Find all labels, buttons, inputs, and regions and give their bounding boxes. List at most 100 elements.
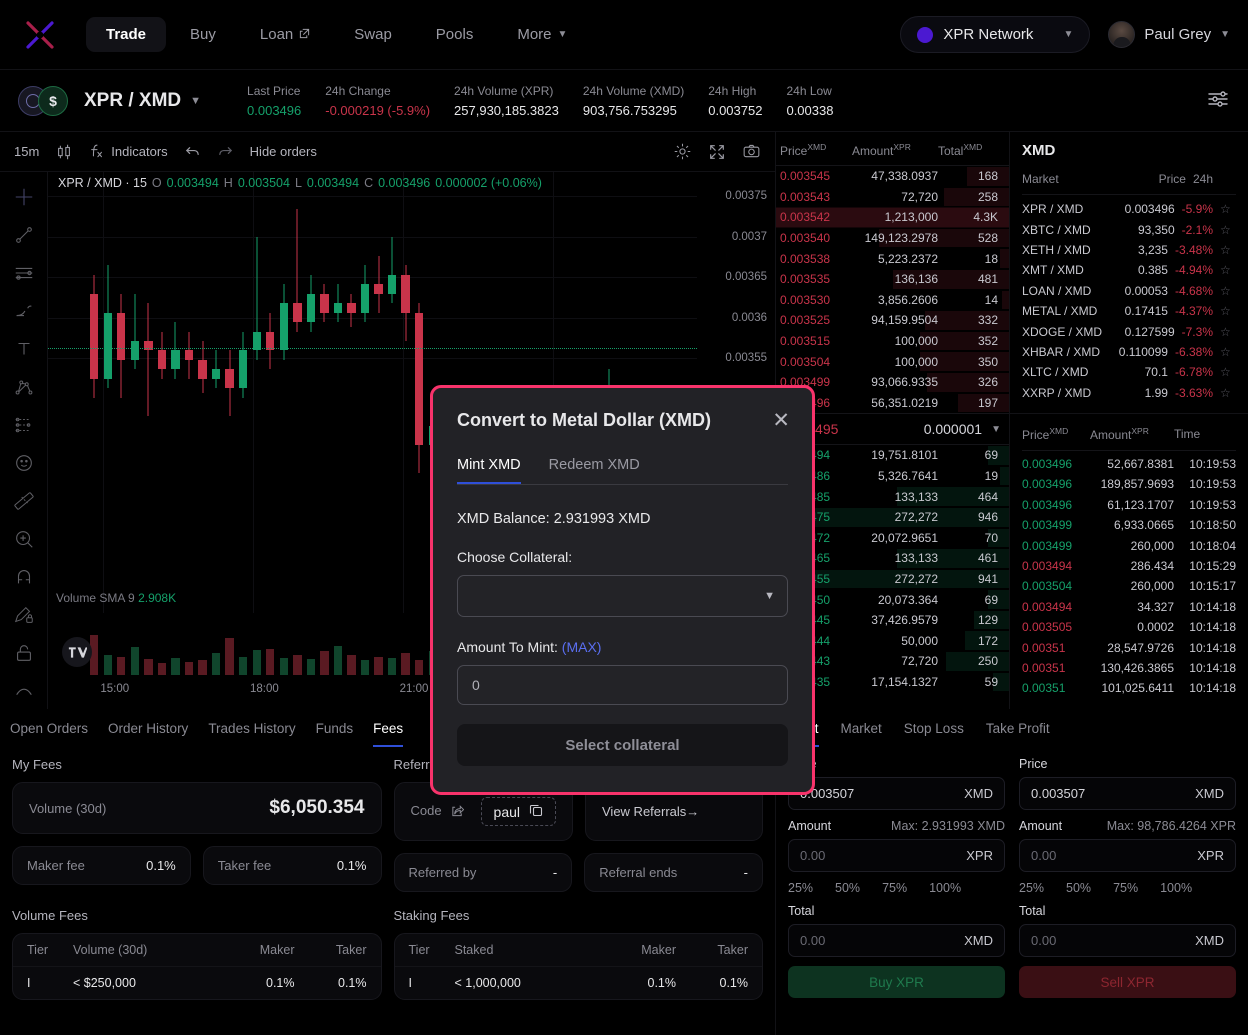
bottom-tab-fees[interactable]: Fees <box>373 721 404 747</box>
indicators-button[interactable]: Indicators <box>89 142 168 162</box>
sell-percent-50[interactable]: 50% <box>1066 881 1092 895</box>
trendline-icon[interactable] <box>7 218 41 252</box>
star-icon[interactable]: ☆ <box>1220 263 1231 278</box>
order-book-row[interactable]: 0.003542 1,213,000 4.3K <box>776 207 1009 228</box>
star-icon[interactable]: ☆ <box>1220 344 1231 359</box>
tab-mint-xmd[interactable]: Mint XMD <box>457 457 521 484</box>
star-icon[interactable]: ☆ <box>1220 242 1231 257</box>
share-icon[interactable] <box>451 804 465 820</box>
user-menu[interactable]: Paul Grey ▼ <box>1108 21 1230 48</box>
nav-link-buy[interactable]: Buy <box>170 17 236 52</box>
order-book-row[interactable]: 0.003538 5,223.2372 18 <box>776 248 1009 269</box>
bottom-tab-order-history[interactable]: Order History <box>108 721 189 736</box>
amount-to-mint-input[interactable]: 0 <box>457 665 788 705</box>
fullscreen-icon[interactable] <box>708 143 726 161</box>
forecast-icon[interactable] <box>7 408 41 442</box>
camera-icon[interactable] <box>742 142 761 161</box>
nav-link-loan[interactable]: Loan <box>240 17 330 52</box>
gear-icon[interactable] <box>673 142 692 161</box>
market-row[interactable]: XXRP / XMD 1.99 -3.63% ☆ <box>1022 383 1236 403</box>
buy-amount-input[interactable]: 0.00 XPR <box>788 839 1005 872</box>
select-collateral-button[interactable]: Select collateral <box>457 724 788 766</box>
market-row[interactable]: XMT / XMD 0.385 -4.94% ☆ <box>1022 260 1236 280</box>
text-icon[interactable] <box>7 332 41 366</box>
buy-percent-75[interactable]: 75% <box>882 881 908 895</box>
market-row[interactable]: XLTC / XMD 70.1 -6.78% ☆ <box>1022 362 1236 382</box>
sell-total-input[interactable]: 0.00 XMD <box>1019 924 1236 957</box>
tab-redeem-xmd[interactable]: Redeem XMD <box>548 457 640 473</box>
brush-icon[interactable] <box>7 294 41 328</box>
emoji-icon[interactable] <box>7 446 41 480</box>
order-book-row[interactable]: 0.003545 47,338.0937 168 <box>776 166 1009 187</box>
nav-link-pools[interactable]: Pools <box>416 17 494 52</box>
buy-price-input[interactable]: 0.003507 XMD <box>788 777 1005 810</box>
sell-submit-button[interactable]: Sell XPR <box>1019 966 1236 998</box>
market-row[interactable]: XDOGE / XMD 0.127599 -7.3% ☆ <box>1022 321 1236 341</box>
zoom-in-icon[interactable] <box>7 522 41 556</box>
sliders-icon[interactable] <box>1206 87 1230 114</box>
sell-price-input[interactable]: 0.003507 XMD <box>1019 777 1236 810</box>
pattern-icon[interactable] <box>7 370 41 404</box>
star-icon[interactable]: ☆ <box>1220 304 1231 319</box>
pair-selector-chevron-down-icon[interactable]: ▼ <box>190 94 202 107</box>
order-book-row[interactable]: 0.003504 100,000 350 <box>776 351 1009 372</box>
network-selector[interactable]: XPR Network ▼ <box>900 16 1091 53</box>
bottom-tab-trades-history[interactable]: Trades History <box>208 721 296 736</box>
market-row[interactable]: XHBAR / XMD 0.110099 -6.38% ☆ <box>1022 342 1236 362</box>
close-icon[interactable]: ✕ <box>772 409 790 432</box>
candle-type-icon[interactable] <box>55 143 73 161</box>
nav-link-swap[interactable]: Swap <box>334 17 412 52</box>
magnet-icon[interactable] <box>7 560 41 594</box>
buy-percent-100[interactable]: 100% <box>929 881 962 895</box>
undo-icon[interactable] <box>184 143 201 160</box>
nav-link-trade[interactable]: Trade <box>86 17 167 52</box>
star-icon[interactable]: ☆ <box>1220 202 1231 217</box>
market-row[interactable]: LOAN / XMD 0.00053 -4.68% ☆ <box>1022 281 1236 301</box>
hide-orders-button[interactable]: Hide orders <box>249 144 317 159</box>
order-tab-take-profit[interactable]: Take Profit <box>985 721 1050 736</box>
ruler-icon[interactable] <box>7 484 41 518</box>
price-axis[interactable]: 0.00375 0.0037 0.00365 0.0036 0.00355 <box>697 172 775 709</box>
crosshair-icon[interactable] <box>7 180 41 214</box>
tradingview-logo-icon[interactable] <box>62 637 92 667</box>
referral-code-value-box[interactable]: paul <box>480 797 556 826</box>
spread-chevron-down-icon[interactable]: ▼ <box>991 423 1001 435</box>
order-tab-stop-loss[interactable]: Stop Loss <box>903 721 964 736</box>
pencil-lock-icon[interactable] <box>7 598 41 632</box>
bottom-tab-open-orders[interactable]: Open Orders <box>10 721 89 736</box>
buy-submit-button[interactable]: Buy XPR <box>788 966 1005 998</box>
x-logo-icon[interactable] <box>18 13 62 57</box>
buy-percent-25[interactable]: 25% <box>788 881 814 895</box>
eye-icon[interactable] <box>7 674 41 708</box>
star-icon[interactable]: ☆ <box>1220 283 1231 298</box>
amount-max-button[interactable]: (MAX) <box>561 639 602 655</box>
order-tab-market[interactable]: Market <box>840 721 882 736</box>
buy-total-input[interactable]: 0.00 XMD <box>788 924 1005 957</box>
lock-icon[interactable] <box>7 636 41 670</box>
sell-amount-input[interactable]: 0.00 XPR <box>1019 839 1236 872</box>
star-icon[interactable]: ☆ <box>1220 222 1231 237</box>
market-row[interactable]: XPR / XMD 0.003496 -5.9% ☆ <box>1022 199 1236 219</box>
order-book-row[interactable]: 0.003499 93,066.9335 326 <box>776 372 1009 393</box>
star-icon[interactable]: ☆ <box>1220 365 1231 380</box>
order-book-row[interactable]: 0.003530 3,856.2606 14 <box>776 290 1009 311</box>
order-book-row[interactable]: 0.003515 100,000 352 <box>776 331 1009 352</box>
market-row[interactable]: XETH / XMD 3,235 -3.48% ☆ <box>1022 240 1236 260</box>
order-book-row[interactable]: 0.003543 72,720 258 <box>776 187 1009 208</box>
star-icon[interactable]: ☆ <box>1220 385 1231 400</box>
nav-link-more[interactable]: More ▼ <box>497 17 587 52</box>
order-book-row[interactable]: 0.003525 94,159.9504 332 <box>776 310 1009 331</box>
interval-selector[interactable]: 15m <box>14 144 40 159</box>
buy-percent-50[interactable]: 50% <box>835 881 861 895</box>
sell-percent-75[interactable]: 75% <box>1113 881 1139 895</box>
horizontal-lines-icon[interactable] <box>7 256 41 290</box>
bottom-tab-funds[interactable]: Funds <box>315 721 354 736</box>
market-row[interactable]: METAL / XMD 0.17415 -4.37% ☆ <box>1022 301 1236 321</box>
redo-icon[interactable] <box>217 143 234 160</box>
sell-percent-25[interactable]: 25% <box>1019 881 1045 895</box>
order-book-row[interactable]: 0.003535 136,136 481 <box>776 269 1009 290</box>
collateral-select[interactable]: ▼ <box>457 575 788 617</box>
market-row[interactable]: XBTC / XMD 93,350 -2.1% ☆ <box>1022 219 1236 239</box>
